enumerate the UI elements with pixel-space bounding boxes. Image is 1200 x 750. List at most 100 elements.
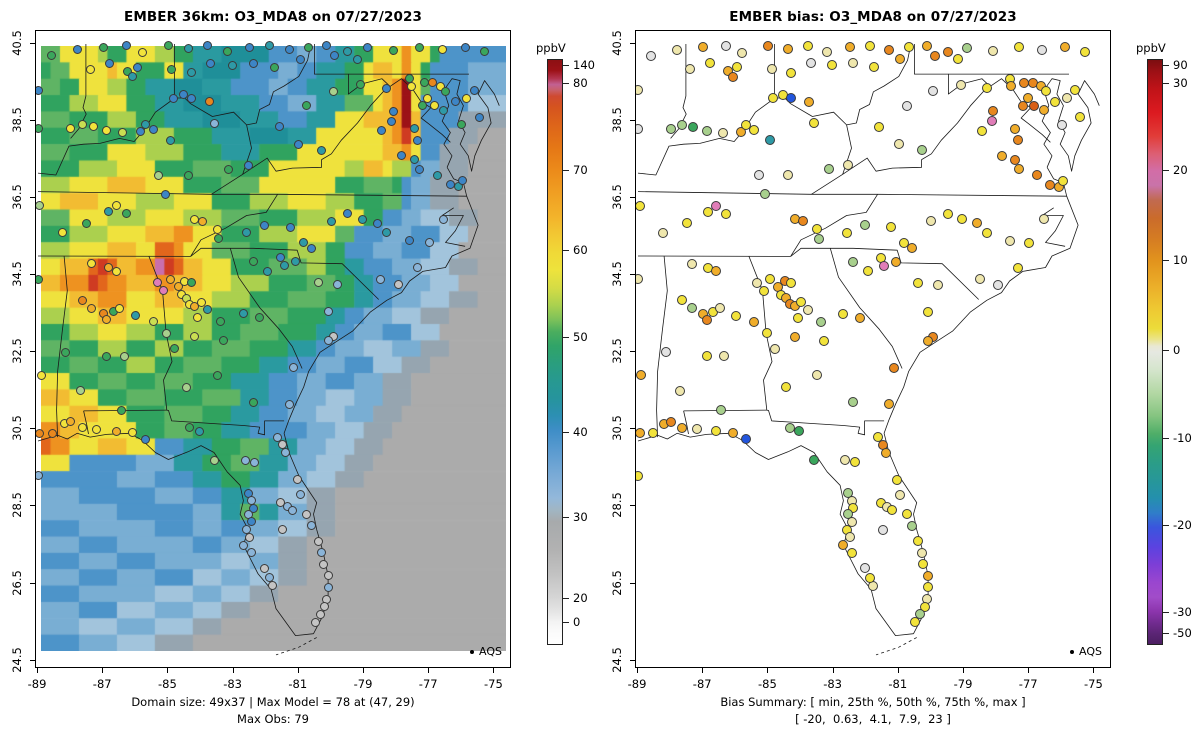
station-marker [923,306,934,317]
station-marker [77,423,87,432]
station-marker [786,67,797,78]
station-marker [796,297,806,308]
y-axis-tick [30,43,35,44]
station-marker [222,47,232,57]
station-marker [61,347,71,357]
station-marker [647,428,658,439]
station-marker [859,563,870,574]
y-axis-tick-label: 26.5 [10,569,24,596]
station-marker [809,118,819,128]
station-marker [636,428,645,439]
station-marker [809,455,819,466]
station-marker [711,266,722,277]
station-marker [88,122,98,132]
station-marker [103,263,113,272]
station-marker [840,455,850,466]
station-marker [1040,86,1051,96]
colorbar-tick [1163,64,1169,66]
station-marker [763,40,774,51]
station-marker [786,93,797,103]
station-marker [784,422,795,433]
station-marker [711,426,722,437]
station-marker [727,427,738,438]
station-marker [928,86,938,96]
x-axis-tick [767,668,769,673]
station-marker [163,41,173,51]
station-marker [976,125,987,136]
colorbar-tick-label: -20 [1173,517,1192,532]
station-marker [480,47,490,57]
station-marker [77,295,87,305]
colorbar-tick-label: 90 [1173,57,1188,72]
station-marker [357,214,367,224]
colorbar-tick [1163,259,1169,261]
x-axis-tick-label: -85 [757,677,777,691]
station-marker [318,559,328,569]
station-marker [841,227,852,238]
station-marker [323,582,333,592]
x-axis-tick-label: -87 [692,677,712,691]
y-axis-tick [630,428,635,430]
station-marker [315,609,325,619]
station-marker [353,54,362,64]
station-marker [317,145,327,155]
station-marker [981,83,992,94]
station-marker [121,41,131,51]
station-marker [848,397,859,408]
colorbar-tick [1163,169,1169,171]
station-marker [752,277,762,288]
station-marker [295,54,305,64]
colorbar-tick-label: 30 [573,510,588,525]
station-marker [248,58,258,68]
station-marker [424,238,434,247]
state-border-line [190,194,278,257]
station-marker [869,62,880,73]
colorbar-tick [1163,612,1169,614]
station-marker [406,81,416,91]
station-marker [36,370,46,380]
station-marker [846,516,857,527]
station-marker [66,417,76,427]
station-marker [439,105,449,115]
state-border-line [229,248,303,369]
state-border-line [441,207,466,247]
station-marker [118,128,128,138]
station-marker [802,304,813,315]
aqs-legend: AQS [1070,645,1102,658]
station-marker [193,313,203,323]
colorbar-tick-label: 140 [573,57,595,72]
state-border-line [875,637,917,656]
station-marker [116,405,126,415]
station-marker [1022,93,1033,103]
station-marker [901,509,912,520]
colorbar-tick-label: 60 [573,243,588,258]
colorbar-tick [1163,633,1169,635]
station-marker [238,309,248,319]
state-border-line [168,409,285,436]
colorbar [547,59,563,645]
station-marker [1012,262,1023,273]
y-axis-tick-label: 36.5 [610,184,624,210]
station-marker [1009,123,1020,134]
station-marker [269,62,279,72]
station-marker [665,416,676,427]
station-marker [260,220,270,230]
station-marker [916,547,927,558]
station-marker [281,448,291,457]
station-marker [439,214,449,224]
station-marker [1017,100,1028,111]
station-marker [212,370,222,380]
station-marker [102,126,111,136]
state-border-line [790,194,878,257]
station-marker [844,532,855,543]
station-marker [198,216,208,226]
x-axis-tick-label: -89 [27,677,47,691]
station-marker [418,101,428,111]
station-marker [717,127,728,138]
colorbar-tick-label: 20 [1173,162,1188,177]
colorbar-tick-label: -30 [1173,605,1192,620]
station-marker [214,234,224,244]
station-marker [111,266,121,276]
station-marker [279,261,289,271]
station-marker [160,189,170,199]
